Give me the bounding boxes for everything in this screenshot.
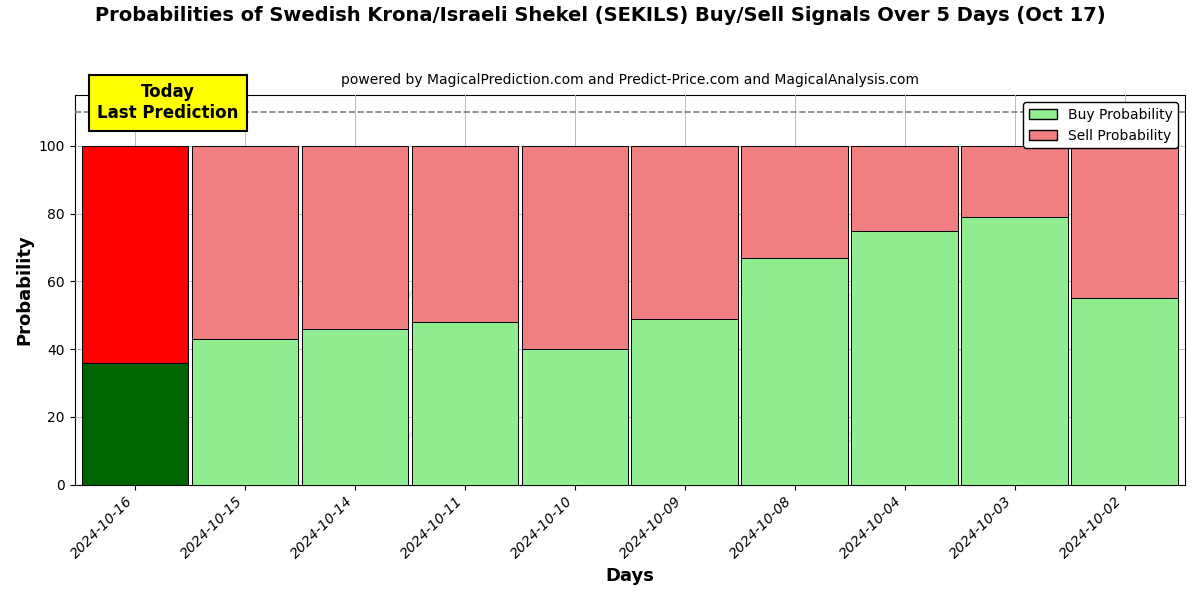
Legend: Buy Probability, Sell Probability: Buy Probability, Sell Probability [1024, 102, 1178, 148]
Bar [301, 329, 408, 485]
Bar [1072, 298, 1178, 485]
Bar [961, 146, 1068, 217]
Bar [742, 257, 848, 485]
Bar [1072, 146, 1178, 298]
Bar [82, 146, 188, 362]
Bar [851, 146, 958, 230]
Text: Probabilities of Swedish Krona/Israeli Shekel (SEKILS) Buy/Sell Signals Over 5 D: Probabilities of Swedish Krona/Israeli S… [95, 6, 1105, 25]
Bar [961, 217, 1068, 485]
Text: MagicalAnalysis.com: MagicalAnalysis.com [270, 280, 502, 300]
Bar [412, 322, 518, 485]
X-axis label: Days: Days [605, 567, 654, 585]
Text: MagicalPrediction.com: MagicalPrediction.com [638, 280, 888, 300]
Y-axis label: Probability: Probability [16, 235, 34, 345]
Bar [742, 146, 848, 257]
Bar [631, 319, 738, 485]
Bar [82, 362, 188, 485]
Bar [192, 146, 299, 339]
Text: MagicalAnalysis.com: MagicalAnalysis.com [284, 428, 487, 448]
Bar [192, 339, 299, 485]
Bar [412, 146, 518, 322]
Bar [851, 230, 958, 485]
Bar [301, 146, 408, 329]
Bar [522, 349, 628, 485]
Bar [522, 146, 628, 349]
Title: powered by MagicalPrediction.com and Predict-Price.com and MagicalAnalysis.com: powered by MagicalPrediction.com and Pre… [341, 73, 919, 87]
Text: Today
Last Prediction: Today Last Prediction [97, 83, 239, 122]
Bar [631, 146, 738, 319]
Text: MagicalPrediction.com: MagicalPrediction.com [653, 428, 872, 448]
